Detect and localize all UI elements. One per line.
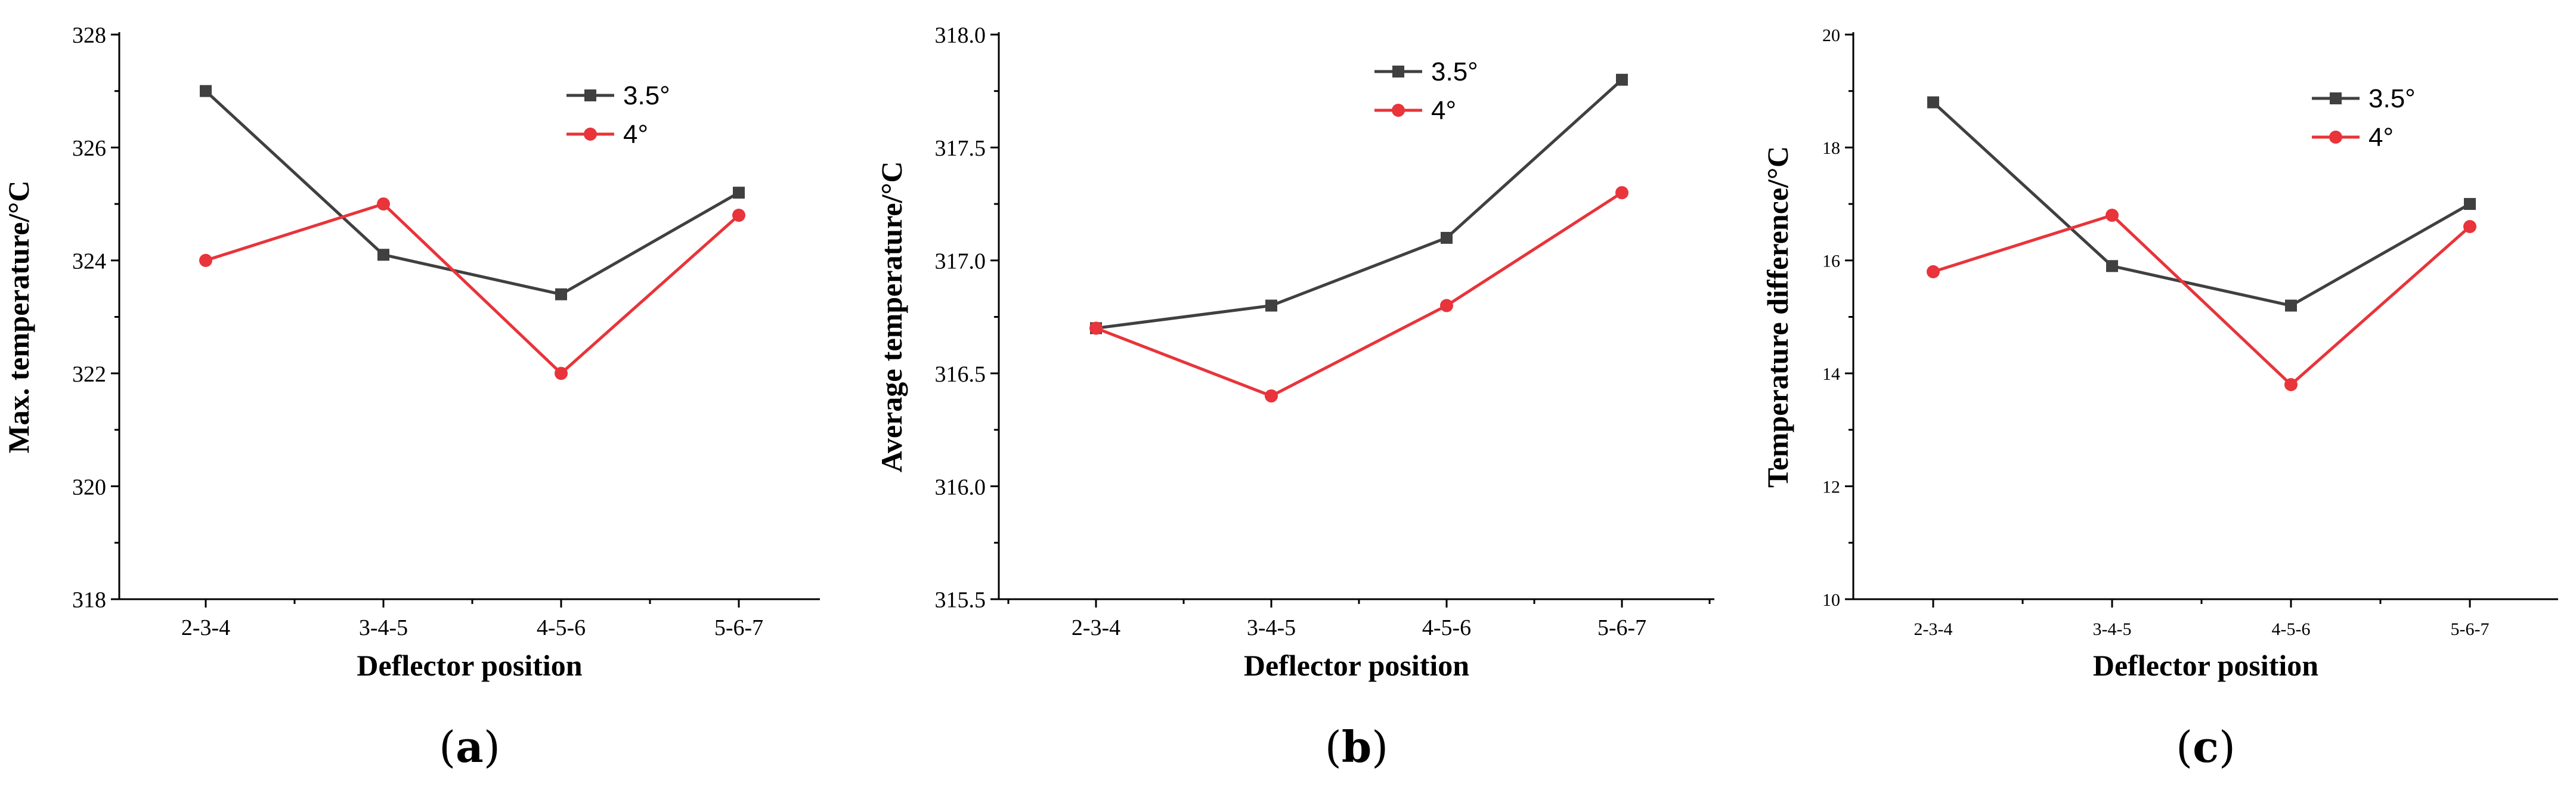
legend-marker [2330, 92, 2342, 104]
legend-marker [2329, 131, 2342, 144]
y-tick-label: 20 [1822, 26, 1840, 45]
chart-panel-c: 10 12 14 16 18 20 2-3-4 3-4-5 4-5-6 5-6-7 Deflecto… [1717, 0, 2576, 787]
data-point [1441, 231, 1453, 244]
y-tick-label: 324 [72, 249, 106, 274]
x-axis-title: Deflector position [357, 649, 582, 682]
x-axis-title: Deflector position [2093, 649, 2318, 682]
legend-label: 3.5° [1431, 57, 1478, 86]
x-tick-label: 4-5-6 [537, 615, 586, 640]
y-axis-title: Average temperature/°C [875, 161, 908, 472]
data-point [555, 367, 568, 380]
y-tick-label: 18 [1822, 138, 1840, 158]
data-point [2464, 198, 2476, 210]
y-tick-label: 316.0 [935, 475, 986, 500]
x-tick-label: 2-3-4 [1072, 615, 1120, 640]
legend-label: 3.5° [623, 81, 670, 110]
legend-label: 3.5° [2368, 84, 2416, 113]
data-point [732, 209, 745, 222]
x-tick-label: 4-5-6 [2272, 619, 2311, 639]
y-tick-label: 315.5 [935, 588, 986, 613]
data-point [2463, 219, 2476, 233]
data-point [2284, 378, 2298, 392]
y-tick-label: 322 [72, 362, 106, 387]
data-point [2106, 209, 2119, 222]
x-tick-label: 3-4-5 [359, 615, 408, 640]
data-point [377, 197, 390, 211]
legend-marker [584, 89, 596, 101]
y-tick-label: 12 [1822, 477, 1840, 497]
y-tick-label: 320 [72, 475, 106, 500]
y-axis-title: Temperature difference/°C [1761, 146, 1794, 488]
legend-marker [1392, 104, 1405, 117]
panel-caption: (b) [1325, 721, 1389, 772]
legend-label: 4° [623, 120, 648, 149]
y-tick-label: 10 [1822, 590, 1840, 610]
data-point [1927, 96, 1939, 109]
y-tick-label: 328 [72, 23, 106, 48]
chart-panel-a: 318 320 322 324 326 328 2-3-4 3-4-5 4-5-6 5-6-7 De… [0, 0, 859, 787]
y-tick-label: 16 [1822, 252, 1840, 271]
series-line-red [1095, 191, 1623, 398]
panel-caption: (a) [439, 721, 500, 772]
data-point [199, 253, 212, 267]
data-point [2106, 260, 2118, 272]
series-line-dark [205, 89, 740, 296]
series-line-dark [1932, 101, 2471, 308]
x-tick-label: 2-3-4 [181, 615, 230, 640]
y-tick-label: 14 [1822, 364, 1840, 384]
data-point [1265, 389, 1278, 403]
x-tick-label: 4-5-6 [1422, 615, 1471, 640]
data-point [1089, 321, 1103, 335]
x-axis-title: Deflector position [1244, 649, 1469, 682]
chart-svg-b: 315.5 316.0 316.5 317.0 317.5 318.0 2-3-4 3-4-5… [875, 23, 1714, 772]
series-line-dark [1095, 78, 1623, 330]
data-point [1927, 265, 1940, 278]
data-point [555, 288, 567, 300]
y-tick-label: 317.5 [935, 136, 986, 161]
data-point [733, 187, 745, 199]
y-tick-label: 317.0 [935, 249, 986, 274]
series-line-red [1933, 213, 2471, 387]
legend-marker [584, 128, 597, 141]
y-tick-label: 316.5 [935, 362, 986, 387]
y-tick-label: 326 [72, 136, 106, 161]
data-point [2285, 299, 2297, 312]
data-point [1616, 73, 1628, 86]
x-tick-label: 5-6-7 [1597, 615, 1646, 640]
series-line-red [205, 202, 740, 376]
panel-caption: (c) [2176, 721, 2236, 772]
chart-svg-c: 10 12 14 16 18 20 2-3-4 3-4-5 4-5-6 5-6-7 Deflecto… [1761, 26, 2558, 772]
data-point [1615, 186, 1628, 200]
x-tick-label: 3-4-5 [1247, 615, 1296, 640]
y-tick-label: 318 [72, 588, 106, 613]
y-axis-title: Max. temperature/°C [2, 181, 35, 454]
data-point [377, 249, 389, 261]
x-tick-label: 5-6-7 [714, 615, 763, 640]
legend-label: 4° [2368, 123, 2394, 152]
x-tick-label: 2-3-4 [1914, 619, 1953, 639]
data-point [1440, 299, 1453, 312]
chart-panel-b: 315.5 316.0 316.5 317.0 317.5 318.0 2-3-4 3-4-5… [859, 0, 1717, 787]
legend-marker [1392, 66, 1404, 78]
data-point [1265, 299, 1277, 312]
chart-svg-a: 318 320 322 324 326 328 2-3-4 3-4-5 4-5-6 5-6-7 De… [2, 23, 820, 772]
data-point [200, 85, 212, 97]
y-tick-label: 318.0 [935, 23, 986, 48]
x-tick-label: 3-4-5 [2093, 619, 2132, 639]
legend-label: 4° [1431, 96, 1456, 125]
x-tick-label: 5-6-7 [2451, 619, 2490, 639]
